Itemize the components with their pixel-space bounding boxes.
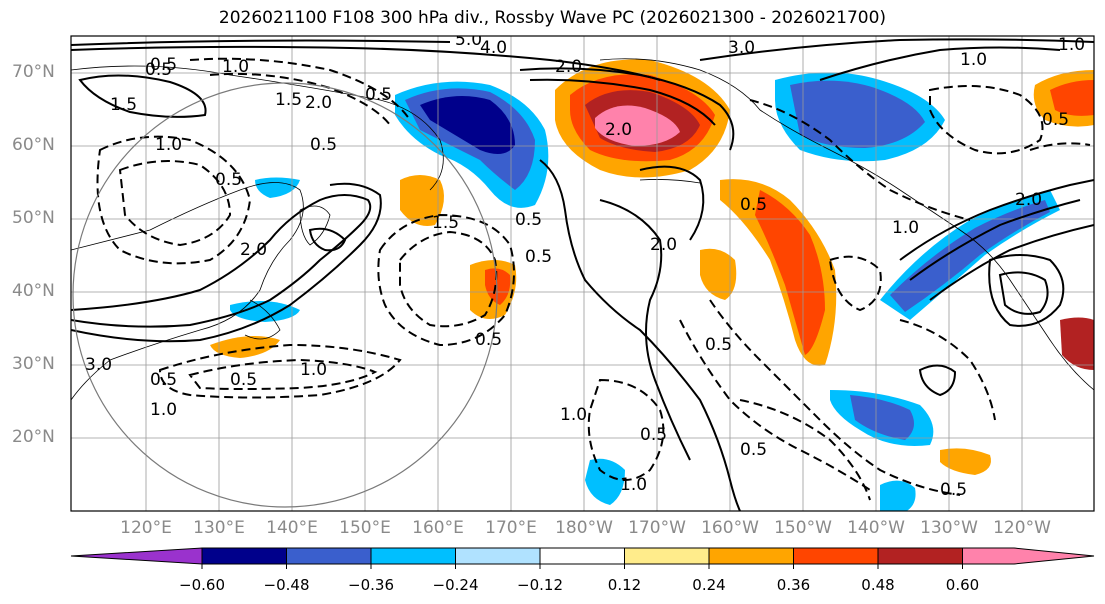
colorbar-segment <box>877 547 963 565</box>
colorbar-label: 0.48 <box>861 576 895 594</box>
contour-label: 0.5 <box>740 195 767 215</box>
colorbar-label: 0.24 <box>692 576 726 594</box>
lon-label: 130°E <box>193 518 245 538</box>
contour-label: 2.0 <box>555 57 582 77</box>
contour-label: 1.0 <box>560 405 587 425</box>
contour-label: 0.5 <box>705 335 732 355</box>
lon-label: 130°W <box>920 518 978 538</box>
contour-label: 3.0 <box>728 38 755 58</box>
contour-label: 0.5 <box>150 55 177 75</box>
lon-label: 150°W <box>774 518 832 538</box>
colorbar-segment <box>624 547 710 565</box>
contour-label: 0.5 <box>145 60 172 80</box>
colorbar-label: −0.24 <box>432 576 479 594</box>
colorbar-label: −0.12 <box>517 576 563 594</box>
contour-label: 0.5 <box>525 247 552 267</box>
contour-label: 0.5 <box>475 330 502 350</box>
lon-label: 160°E <box>412 518 464 538</box>
contour-label: 0.5 <box>740 440 767 460</box>
contour-label: 2.0 <box>605 120 632 140</box>
lat-label: 30°N <box>12 354 55 374</box>
contour-label: 4.0 <box>480 38 507 58</box>
colorbar-label: 0.60 <box>945 576 980 594</box>
contour-labels: 5.0 4.0 3.0 2.0 2.0 2.0 1.0 1.0 1.0 1.0 … <box>85 30 1085 500</box>
contour-label: 1.0 <box>960 50 987 70</box>
contour-label: 0.5 <box>1042 110 1069 130</box>
colorbar <box>70 547 1095 569</box>
contour-label: 1.0 <box>222 57 249 77</box>
lat-label: 70°N <box>12 62 55 82</box>
contour-label: 0.5 <box>230 370 257 390</box>
colorbar-segment <box>370 547 456 565</box>
contour-label: 1.0 <box>300 360 327 380</box>
colorbar-segment <box>708 547 794 565</box>
colorbar-label: −0.60 <box>179 576 225 594</box>
contour-label: 1.0 <box>1058 35 1085 55</box>
contour-label: 1.5 <box>275 90 302 110</box>
contour-label: 0.5 <box>215 170 242 190</box>
colorbar-label: −0.36 <box>348 576 394 594</box>
lon-label: 120°E <box>120 518 172 538</box>
map-title: 2026021100 F108 300 hPa div., Rossby Wav… <box>218 8 887 28</box>
positive-contours <box>71 38 1094 511</box>
contour-label: 2.0 <box>650 235 677 255</box>
colorbar-segment <box>793 547 879 565</box>
negative-contours <box>96 57 1091 501</box>
coastlines <box>71 58 1094 401</box>
contour-label: 0.5 <box>940 480 967 500</box>
contour-label: 0.5 <box>515 210 542 230</box>
colorbar-label: 0.12 <box>607 576 642 594</box>
lat-label: 20°N <box>12 427 55 447</box>
divergence-shading <box>210 59 1094 511</box>
colorbar-label: −0.48 <box>263 576 310 594</box>
contour-label: 0.5 <box>640 425 667 445</box>
contour-label: 0.5 <box>150 370 177 390</box>
lon-label: 170°E <box>485 518 537 538</box>
lon-label: 140°W <box>847 518 905 538</box>
contour-label: 2.0 <box>1015 190 1042 210</box>
contour-label: 1.5 <box>432 213 459 233</box>
contour-label: 1.0 <box>150 400 177 420</box>
lat-label: 40°N <box>12 281 55 301</box>
lon-label: 180°W <box>555 518 613 538</box>
great-circle <box>72 82 498 508</box>
map-frame <box>70 35 1095 512</box>
contour-label: 0.5 <box>310 135 337 155</box>
lon-label: 120°W <box>993 518 1051 538</box>
contour-label: 0.5 <box>365 85 392 105</box>
colorbar-label: 0.36 <box>776 576 811 594</box>
contour-label: 3.0 <box>85 355 112 375</box>
colorbar-segment <box>962 547 1095 565</box>
lat-label: 60°N <box>12 135 55 155</box>
contour-label: 1.5 <box>110 95 137 115</box>
colorbar-segment <box>539 547 625 565</box>
contour-label: 2.0 <box>305 93 332 113</box>
lon-label: 170°W <box>628 518 686 538</box>
contour-label: 1.0 <box>620 475 647 495</box>
contour-label: 5.0 <box>455 30 482 50</box>
lon-label: 140°E <box>266 518 318 538</box>
contour-label: 1.0 <box>155 135 182 155</box>
colorbar-segment <box>286 547 372 565</box>
colorbar-segment <box>70 547 203 565</box>
lat-label: 50°N <box>12 208 55 228</box>
colorbar-segment <box>201 547 287 565</box>
contour-label: 2.0 <box>240 240 267 260</box>
contour-label: 1.0 <box>892 218 919 238</box>
lon-label: 150°E <box>339 518 391 538</box>
lon-label: 160°W <box>701 518 759 538</box>
colorbar-segment <box>455 547 541 565</box>
